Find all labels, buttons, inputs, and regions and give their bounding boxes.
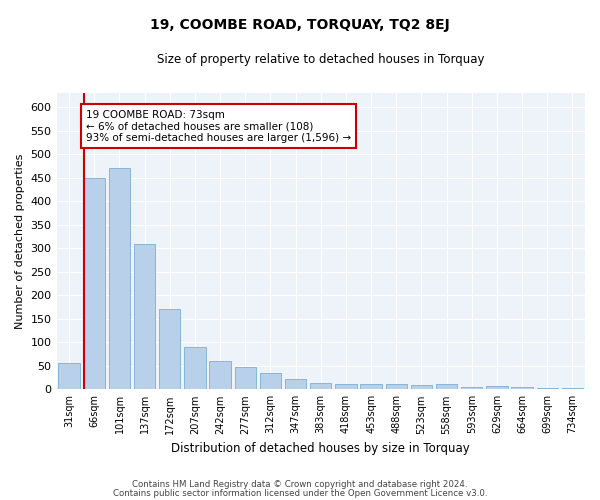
Bar — [335, 384, 356, 390]
Bar — [436, 384, 457, 390]
Title: Size of property relative to detached houses in Torquay: Size of property relative to detached ho… — [157, 52, 485, 66]
Bar — [310, 382, 331, 390]
Bar — [562, 388, 583, 390]
Bar — [184, 347, 206, 390]
Bar — [83, 178, 105, 390]
Bar — [386, 384, 407, 390]
Bar — [461, 387, 482, 390]
Y-axis label: Number of detached properties: Number of detached properties — [15, 154, 25, 329]
Text: Contains HM Land Registry data © Crown copyright and database right 2024.: Contains HM Land Registry data © Crown c… — [132, 480, 468, 489]
Bar — [209, 361, 231, 390]
Bar — [109, 168, 130, 390]
Bar — [58, 364, 80, 390]
Bar — [361, 384, 382, 390]
Bar — [486, 386, 508, 390]
Bar — [411, 384, 432, 390]
Bar — [511, 387, 533, 390]
Text: 19 COOMBE ROAD: 73sqm
← 6% of detached houses are smaller (108)
93% of semi-deta: 19 COOMBE ROAD: 73sqm ← 6% of detached h… — [86, 110, 351, 142]
Bar — [260, 373, 281, 390]
X-axis label: Distribution of detached houses by size in Torquay: Distribution of detached houses by size … — [172, 442, 470, 455]
Bar — [285, 379, 307, 390]
Text: Contains public sector information licensed under the Open Government Licence v3: Contains public sector information licen… — [113, 490, 487, 498]
Bar — [235, 367, 256, 390]
Bar — [159, 310, 181, 390]
Bar — [536, 388, 558, 390]
Bar — [134, 244, 155, 390]
Text: 19, COOMBE ROAD, TORQUAY, TQ2 8EJ: 19, COOMBE ROAD, TORQUAY, TQ2 8EJ — [150, 18, 450, 32]
